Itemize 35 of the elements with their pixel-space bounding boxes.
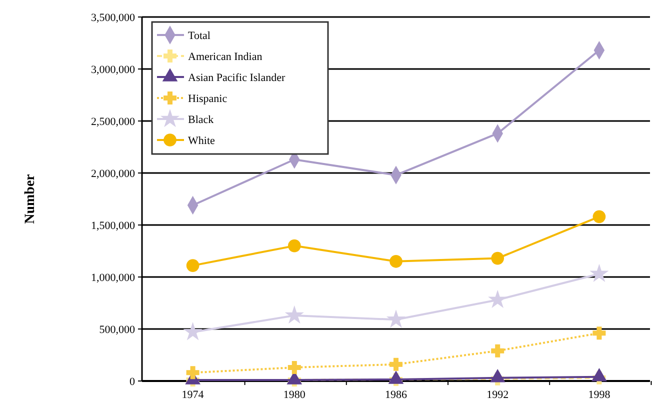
legend-label: Total [188,30,210,42]
y-tick-label: 2,000,000 [91,168,136,180]
x-tick-label: 1986 [385,389,408,401]
point [390,358,402,371]
x-tick-label: 1992 [486,389,509,401]
y-tick-label: 1,500,000 [91,220,136,232]
point [491,344,504,358]
point [590,264,608,282]
point [288,360,301,374]
legend-label: Black [188,114,214,126]
point [390,254,402,268]
legend-label: White [188,134,215,147]
y-tick-label: 2,500,000 [91,116,136,128]
x-tick-label: 1974 [182,389,204,401]
y-tick-label: 3,500,000 [91,12,136,24]
y-tick-label: 1,000,000 [91,272,136,284]
legend-label: Asian Pacific Islander [188,72,286,84]
point [186,259,200,272]
x-tick-label: 1998 [588,389,611,401]
point [186,366,200,380]
point [592,210,606,224]
point [489,290,506,308]
point [491,252,504,265]
y-tick-label: 500,000 [99,324,136,336]
legend-label: Hispanic [188,92,228,105]
y-axis-title: Number [23,174,38,224]
legend-label: American Indian [188,50,263,63]
y-tick-label: 0 [130,376,136,388]
point [288,239,301,252]
point [387,310,405,327]
point [184,323,202,340]
x-tick-label: 1980 [283,389,306,401]
point [286,306,303,323]
y-tick-label: 3,000,000 [91,64,136,76]
point [592,326,606,340]
